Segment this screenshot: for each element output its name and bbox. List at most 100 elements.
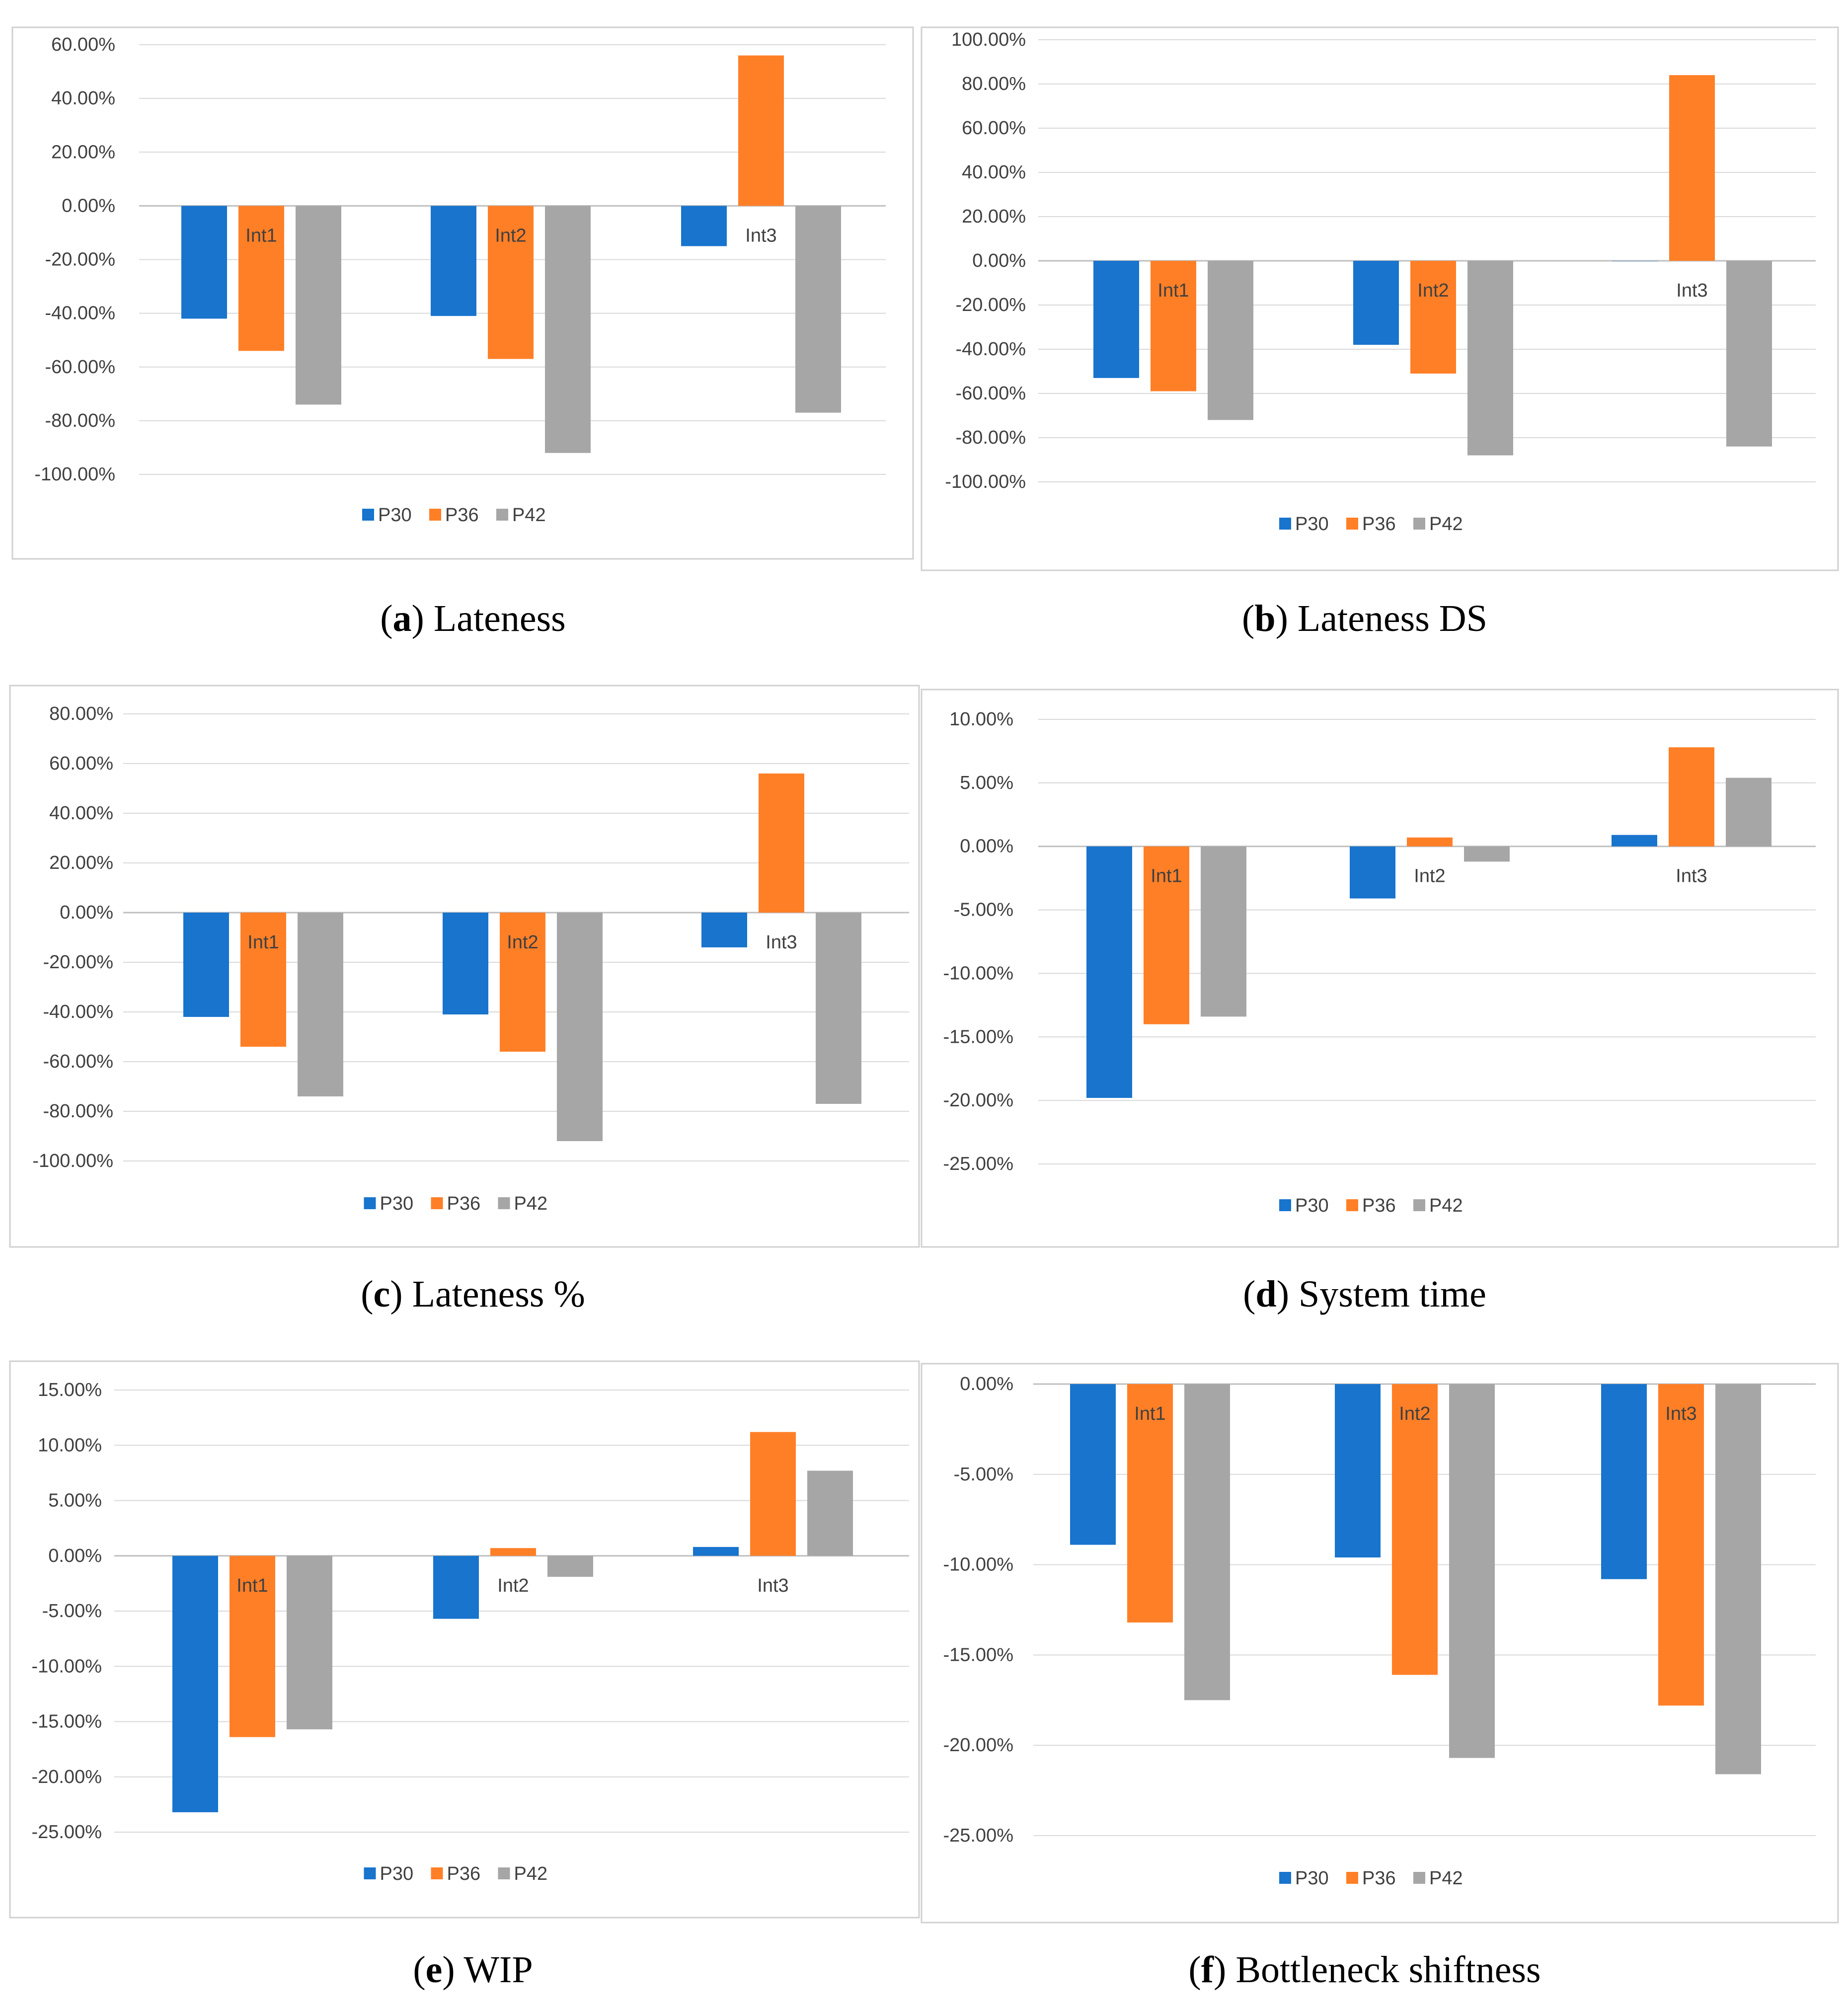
y-tick-label: -20.00% — [43, 952, 113, 973]
bar-p36-int2 — [1392, 1384, 1438, 1675]
chart-frame — [921, 26, 1839, 571]
legend-swatch-p36 — [1346, 518, 1358, 530]
y-tick-label: 80.00% — [962, 74, 1026, 94]
legend-label-p30: P30 — [378, 505, 412, 526]
bar-p42-int2 — [1464, 846, 1510, 862]
y-tick-label: -80.00% — [43, 1101, 113, 1122]
caption-letter: b — [1254, 598, 1275, 639]
bar-p30-int2 — [431, 206, 476, 316]
bar-p36-int1 — [238, 206, 284, 351]
legend-swatch-p42 — [498, 1867, 510, 1879]
y-tick-label: -40.00% — [955, 339, 1026, 360]
y-tick-label: 5.00% — [48, 1490, 102, 1511]
y-tick-label: -60.00% — [955, 383, 1026, 404]
y-tick-label: -10.00% — [31, 1656, 102, 1677]
panel-c: 80.00% 60.00% 40.00% 20.00% 0.00% -20.00% -40.… — [9, 685, 920, 1315]
legend-label-p42: P42 — [512, 505, 546, 526]
legend-swatch-p36 — [1346, 1199, 1358, 1211]
y-tick-label: -20.00% — [943, 1090, 1013, 1111]
legend-label-p36: P36 — [1362, 514, 1396, 535]
y-tick-label: -100.00% — [32, 1151, 113, 1171]
category-label: Int1 — [1151, 866, 1182, 887]
bar-p36-int1 — [240, 913, 286, 1047]
legend-swatch-p36 — [1346, 1872, 1358, 1884]
y-tick-label: -100.00% — [945, 471, 1026, 492]
panel-caption: (d) System time — [1243, 1273, 1486, 1315]
category-label: Int1 — [247, 932, 279, 953]
legend-swatch-p30 — [364, 1197, 376, 1209]
y-tick-label: -40.00% — [43, 1002, 113, 1022]
caption-letter: c — [374, 1273, 390, 1315]
y-tick-label: -10.00% — [943, 963, 1013, 984]
bar-p30-int3 — [1612, 835, 1657, 847]
y-tick-label: -15.00% — [943, 1026, 1013, 1047]
y-tick-label: -60.00% — [45, 357, 115, 378]
category-label: Int2 — [495, 225, 526, 246]
bar-p42-int3 — [816, 913, 861, 1104]
bar-p42-int1 — [1201, 846, 1246, 1017]
y-tick-label: -80.00% — [955, 427, 1026, 448]
y-tick-label: -40.00% — [45, 303, 115, 324]
bar-p42-int2 — [547, 1555, 593, 1577]
bar-p36-int1 — [1144, 846, 1189, 1024]
legend-swatch-p36 — [429, 509, 441, 521]
caption-text: WIP — [463, 1949, 533, 1991]
legend-swatch-p36 — [431, 1867, 443, 1879]
legend: P30 P36 P42 — [1279, 1868, 1463, 1889]
panel-e: 15.00% 10.00% 5.00% 0.00% -5.00% -10.00% -15.0… — [9, 1360, 920, 1991]
legend-swatch-p30 — [1279, 1872, 1291, 1884]
legend-swatch-p42 — [1413, 1199, 1425, 1211]
legend-label-p30: P30 — [1295, 514, 1329, 535]
bar-p30-int3 — [1601, 1384, 1647, 1579]
caption-letter: e — [426, 1949, 443, 1991]
y-tick-label: 20.00% — [51, 142, 115, 162]
legend-swatch-p30 — [1279, 1199, 1291, 1211]
bar-p30-int3 — [701, 913, 747, 947]
caption-text: Lateness — [434, 598, 566, 639]
bar-p30-int1 — [181, 206, 227, 319]
legend-label-p42: P42 — [514, 1193, 548, 1214]
bar-p42-int2 — [1467, 261, 1513, 456]
category-label: Int1 — [1157, 280, 1189, 301]
y-tick-label: -5.00% — [954, 1464, 1013, 1485]
bar-p30-int2 — [433, 1555, 479, 1619]
y-tick-label: -60.00% — [43, 1051, 113, 1072]
y-tick-label: -15.00% — [31, 1711, 102, 1732]
bar-p30-int2 — [1353, 261, 1399, 345]
category-label: Int3 — [745, 225, 776, 246]
bar-p42-int1 — [298, 913, 343, 1096]
bar-p36-int2 — [500, 913, 545, 1052]
legend-label-p42: P42 — [1429, 1195, 1463, 1216]
caption-text: System time — [1299, 1273, 1486, 1315]
bar-p42-int3 — [1726, 777, 1771, 847]
y-tick-label: 5.00% — [960, 773, 1013, 793]
bar-p36-int3 — [750, 1432, 796, 1556]
caption-text: Lateness % — [412, 1273, 585, 1315]
legend-label-p30: P30 — [1295, 1868, 1329, 1889]
panel-f: 0.00% -5.00% -10.00% -15.00% -20.00% -25.00% I… — [921, 1363, 1839, 1991]
y-tick-label: 0.00% — [62, 195, 115, 216]
bar-p42-int3 — [795, 206, 841, 413]
y-tick-label: 60.00% — [51, 34, 115, 55]
chart-frame — [9, 685, 920, 1248]
bar-p42-int2 — [1449, 1384, 1495, 1758]
bar-p36-int1 — [230, 1555, 275, 1737]
bar-p30-int3 — [693, 1546, 739, 1556]
bar-p42-int1 — [296, 206, 341, 405]
chart-frame — [921, 1363, 1839, 1924]
y-tick-label: -25.00% — [31, 1822, 102, 1843]
legend: P30 P36 P42 — [1279, 1195, 1463, 1216]
y-tick-label: -10.00% — [943, 1554, 1013, 1575]
caption-letter: a — [393, 598, 412, 639]
category-label: Int1 — [1134, 1403, 1165, 1424]
bar-p30-int1 — [1086, 846, 1132, 1098]
bar-p30-int1 — [1070, 1384, 1116, 1545]
panel-caption: (c) Lateness % — [361, 1273, 585, 1315]
y-tick-label: -5.00% — [954, 900, 1013, 921]
legend-label-p36: P36 — [1362, 1868, 1396, 1889]
bar-p42-int1 — [287, 1555, 332, 1730]
legend-label-p42: P42 — [1429, 1868, 1463, 1889]
bar-p42-int3 — [1715, 1384, 1761, 1775]
legend-swatch-p30 — [364, 1867, 376, 1879]
category-label: Int1 — [245, 225, 277, 246]
